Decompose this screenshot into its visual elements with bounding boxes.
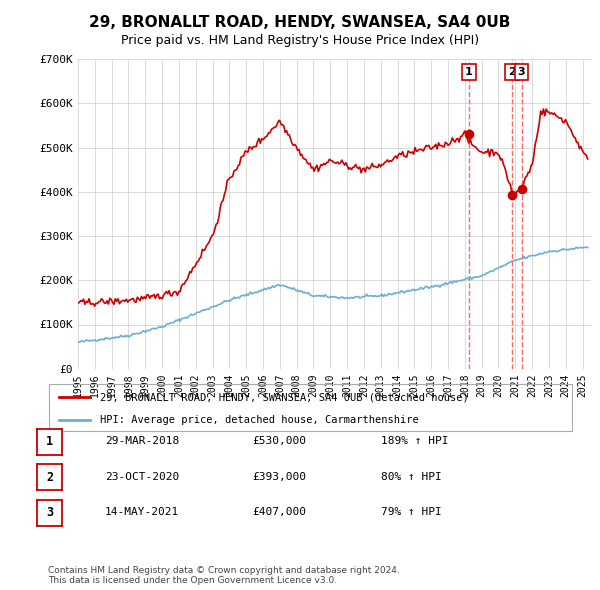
Text: 1: 1	[46, 435, 53, 448]
Text: £393,000: £393,000	[252, 472, 306, 481]
Text: 29, BRONALLT ROAD, HENDY, SWANSEA, SA4 0UB (detached house): 29, BRONALLT ROAD, HENDY, SWANSEA, SA4 0…	[101, 392, 469, 402]
Text: 3: 3	[46, 506, 53, 519]
Text: 14-MAY-2021: 14-MAY-2021	[105, 507, 179, 517]
Text: £407,000: £407,000	[252, 507, 306, 517]
Text: £530,000: £530,000	[252, 437, 306, 446]
Text: 29, BRONALLT ROAD, HENDY, SWANSEA, SA4 0UB: 29, BRONALLT ROAD, HENDY, SWANSEA, SA4 0…	[89, 15, 511, 30]
Text: 1: 1	[465, 67, 473, 77]
Text: Contains HM Land Registry data © Crown copyright and database right 2024.
This d: Contains HM Land Registry data © Crown c…	[48, 566, 400, 585]
Text: 3: 3	[518, 67, 526, 77]
Text: 80% ↑ HPI: 80% ↑ HPI	[381, 472, 442, 481]
Text: 2: 2	[46, 471, 53, 484]
Text: 23-OCT-2020: 23-OCT-2020	[105, 472, 179, 481]
Text: 79% ↑ HPI: 79% ↑ HPI	[381, 507, 442, 517]
Text: 29-MAR-2018: 29-MAR-2018	[105, 437, 179, 446]
Text: 2: 2	[508, 67, 516, 77]
Text: HPI: Average price, detached house, Carmarthenshire: HPI: Average price, detached house, Carm…	[101, 415, 419, 425]
Text: Price paid vs. HM Land Registry's House Price Index (HPI): Price paid vs. HM Land Registry's House …	[121, 34, 479, 47]
Text: 189% ↑ HPI: 189% ↑ HPI	[381, 437, 449, 446]
